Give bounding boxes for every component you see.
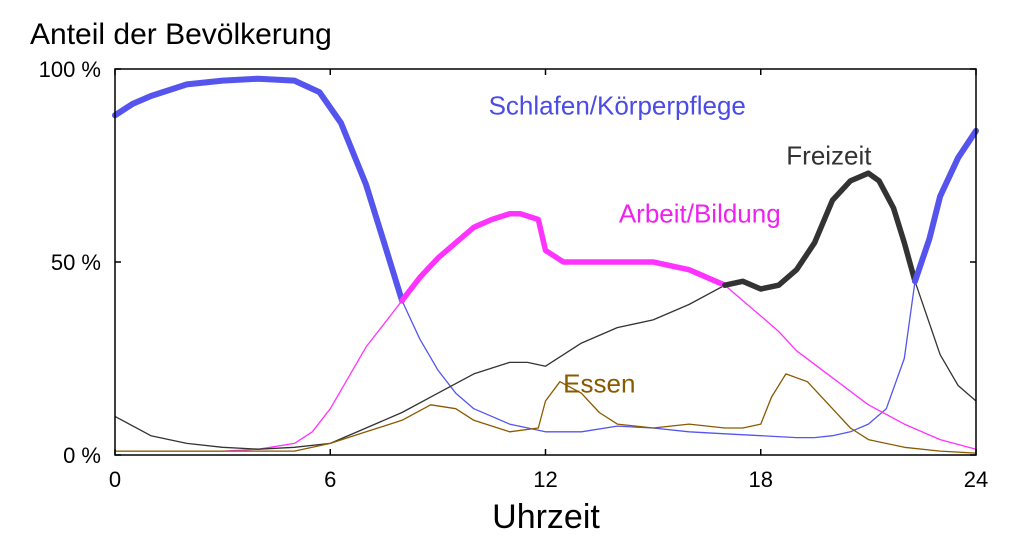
series-labels: Schlafen/Körperpflege Arbeit/BildungFreiz… — [489, 90, 873, 398]
series-highlight-lines — [112, 75, 979, 304]
line-schlafen-k-rperpflege — [114, 78, 977, 439]
y-tick-label: 0 % — [63, 443, 101, 468]
x-tick-label: 6 — [324, 467, 336, 492]
line-essen — [115, 373, 977, 454]
label-arbeit-bildung: Arbeit/Bildung — [619, 199, 781, 229]
plot-frame — [114, 68, 977, 456]
label-freizeit: Freizeit — [786, 141, 872, 171]
label-essen: Essen — [563, 368, 635, 398]
highlight-schlafen-k-rperpflege-0 — [112, 75, 405, 304]
highlight-freizeit-2 — [722, 170, 918, 292]
axis-ticks: 0 6 12 18 24 0 % 50 % 100 % — [39, 57, 989, 492]
x-tick-label: 24 — [964, 467, 988, 492]
highlight-arbeit-bildung-1 — [399, 211, 728, 304]
x-tick-label: 0 — [109, 467, 121, 492]
x-axis-title: Uhrzeit — [492, 498, 600, 536]
x-tick-label: 18 — [749, 467, 773, 492]
y-tick-label: 100 % — [39, 57, 101, 82]
x-tick-label: 12 — [533, 467, 557, 492]
label-schlafen-k-rperpflege: Schlafen/Körperpflege — [489, 90, 746, 120]
y-tick-label: 50 % — [51, 250, 101, 275]
highlight-schlafen-k-rperpflege-3 — [912, 127, 979, 285]
y-axis-title: Anteil der Bevölkerung — [30, 18, 332, 51]
line-freizeit — [114, 172, 977, 450]
series-thin-lines — [114, 78, 977, 454]
